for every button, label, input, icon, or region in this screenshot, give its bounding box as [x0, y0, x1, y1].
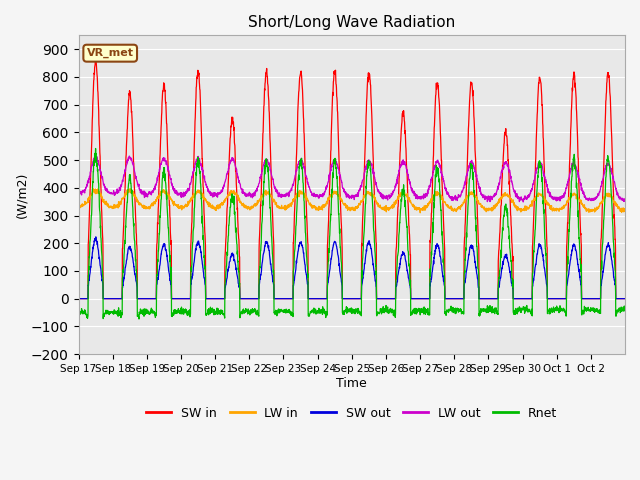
SW out	[129, 260, 137, 266]
LW out	[516, 194, 524, 200]
LW in	[129, 189, 137, 194]
Line: LW out: LW out	[79, 156, 625, 202]
Rnet	[385, 311, 393, 316]
SW in	[248, 296, 255, 301]
SW out	[75, 296, 83, 301]
LW out	[519, 199, 527, 205]
LW in	[75, 204, 83, 210]
LW in	[621, 208, 629, 214]
SW in	[92, 55, 99, 61]
LW out	[91, 153, 99, 158]
Rnet	[614, 309, 621, 314]
LW in	[385, 208, 392, 214]
LW out	[548, 193, 556, 199]
Line: SW out: SW out	[79, 237, 625, 299]
LW out	[75, 189, 83, 194]
Y-axis label: (W/m2): (W/m2)	[15, 171, 28, 218]
X-axis label: Time: Time	[337, 377, 367, 390]
LW in	[126, 186, 134, 192]
Rnet	[92, 145, 99, 151]
SW out	[621, 296, 629, 301]
Rnet	[621, 308, 629, 313]
LW out	[621, 196, 629, 202]
Rnet	[129, 216, 137, 222]
LW in	[614, 203, 621, 209]
LW out	[248, 192, 255, 198]
SW in	[547, 296, 555, 301]
Title: Short/Long Wave Radiation: Short/Long Wave Radiation	[248, 15, 456, 30]
LW out	[129, 163, 137, 168]
LW in	[548, 203, 556, 208]
Rnet	[248, 311, 255, 316]
Rnet	[516, 307, 524, 312]
LW out	[385, 193, 392, 199]
Rnet	[75, 312, 83, 317]
Rnet	[548, 305, 556, 311]
SW in	[385, 296, 392, 301]
SW in	[614, 296, 621, 301]
Text: VR_met: VR_met	[86, 48, 134, 58]
Rnet	[135, 316, 143, 322]
SW in	[516, 296, 524, 301]
SW out	[248, 296, 255, 301]
SW out	[385, 296, 392, 301]
SW in	[75, 296, 83, 301]
LW in	[248, 205, 255, 211]
SW in	[621, 296, 629, 301]
LW in	[516, 208, 524, 214]
SW out	[516, 296, 524, 301]
Line: Rnet: Rnet	[79, 148, 625, 319]
SW out	[614, 296, 621, 301]
Line: SW in: SW in	[79, 58, 625, 299]
SW out	[547, 296, 555, 301]
LW in	[417, 210, 424, 216]
LW out	[614, 191, 621, 196]
Line: LW in: LW in	[79, 189, 625, 213]
SW out	[92, 234, 100, 240]
SW in	[129, 154, 137, 160]
Legend: SW in, LW in, SW out, LW out, Rnet: SW in, LW in, SW out, LW out, Rnet	[141, 402, 563, 425]
